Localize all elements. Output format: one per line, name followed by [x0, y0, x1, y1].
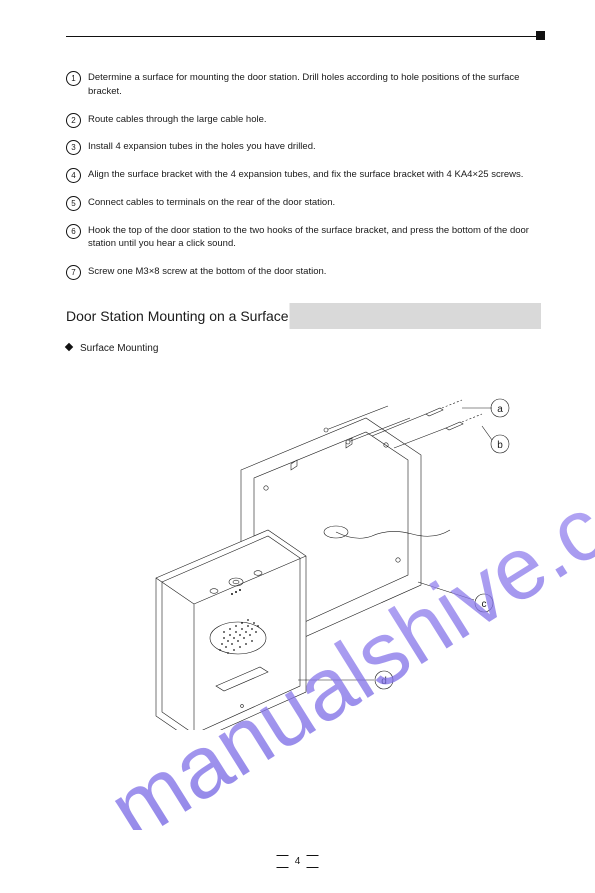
step-item: Route cables through the large cable hol…	[66, 113, 541, 127]
installation-steps-list: Determine a surface for mounting the doo…	[66, 71, 541, 279]
header-rule	[66, 36, 541, 37]
mounting-diagram: a b c d	[66, 360, 541, 730]
page-number-value: 4	[295, 856, 301, 867]
step-item: Determine a surface for mounting the doo…	[66, 71, 541, 99]
callout-b: b	[497, 440, 503, 451]
subheading-text: Surface Mounting	[80, 343, 158, 354]
step-item: Install 4 expansion tubes in the holes y…	[66, 140, 541, 154]
callout-a: a	[497, 404, 503, 415]
diagram-svg: a b c d	[66, 360, 536, 730]
step-text: Screw one M3×8 screw at the bottom of th…	[88, 266, 326, 277]
step-item: Connect cables to terminals on the rear …	[66, 196, 541, 210]
diamond-bullet-icon	[65, 343, 73, 351]
step-text: Connect cables to terminals on the rear …	[88, 197, 335, 208]
step-item: Hook the top of the door station to the …	[66, 224, 541, 252]
step-text: Install 4 expansion tubes in the holes y…	[88, 141, 316, 152]
callout-c: c	[482, 599, 487, 610]
step-item: Screw one M3×8 screw at the bottom of th…	[66, 265, 541, 279]
page-number: 4	[0, 856, 595, 867]
step-text: Route cables through the large cable hol…	[88, 114, 267, 125]
callout-d: d	[381, 676, 387, 687]
step-text: Align the surface bracket with the 4 exp…	[88, 169, 523, 180]
subheading: Surface Mounting	[66, 343, 541, 354]
step-text: Hook the top of the door station to the …	[88, 225, 529, 250]
step-text: Determine a surface for mounting the doo…	[88, 72, 519, 97]
section-title: Door Station Mounting on a Surface	[66, 303, 541, 329]
step-item: Align the surface bracket with the 4 exp…	[66, 168, 541, 182]
